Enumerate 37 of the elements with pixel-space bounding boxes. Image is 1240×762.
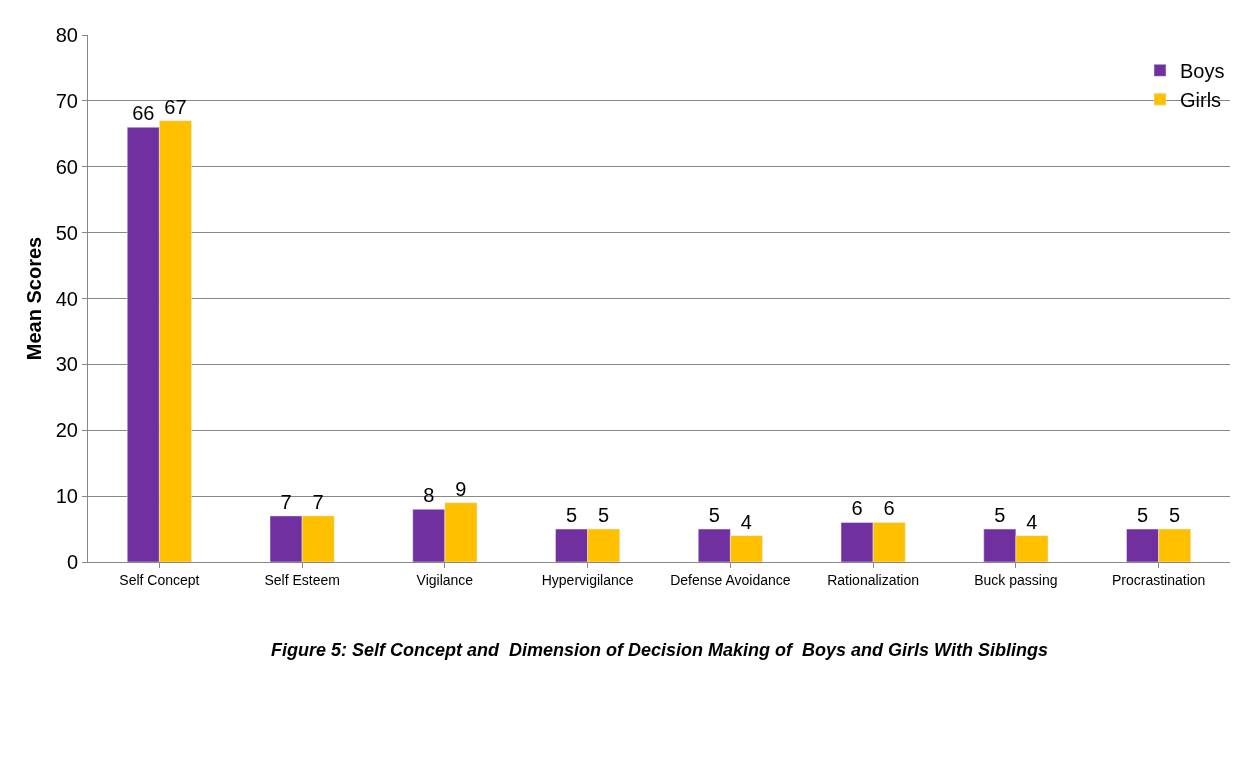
- y-tick-label: 60: [55, 155, 78, 178]
- data-label: 5: [994, 504, 1006, 527]
- x-tick-label: Rationalization: [827, 571, 920, 588]
- y-tick-label: 50: [55, 221, 78, 244]
- data-label: 7: [280, 490, 292, 513]
- y-tick-label: 20: [55, 419, 78, 442]
- data-label: 6: [851, 497, 863, 520]
- data-label: 5: [566, 504, 578, 527]
- legend-label: Girls: [1180, 89, 1222, 112]
- caption: Figure 5: Self Concept and Dimension of Decision Making of Boys and Girls With Siblings: [271, 640, 1048, 660]
- y-tick-label: 70: [55, 89, 78, 112]
- data-label: 4: [1026, 510, 1038, 533]
- y-tick-label: 40: [55, 287, 78, 310]
- data-label: 5: [1137, 504, 1149, 527]
- x-tick-label: Buck passing: [974, 571, 1058, 588]
- x-tick-label: Self Concept: [119, 571, 200, 588]
- data-label: 67: [164, 95, 187, 118]
- data-label: 66: [132, 102, 155, 125]
- y-tick-label: 10: [55, 485, 78, 508]
- data-label: 9: [455, 477, 467, 500]
- data-label: 7: [312, 490, 324, 513]
- data-label: 5: [708, 504, 720, 527]
- data-label: 6: [883, 497, 895, 520]
- data-label: 4: [740, 510, 752, 533]
- data-label: 5: [598, 504, 610, 527]
- legend-label: Boys: [1180, 60, 1225, 83]
- y-tick-label: 0: [66, 551, 78, 573]
- x-tick-label: Hypervigilance: [541, 571, 634, 588]
- x-tick-label: Procrastination: [1111, 571, 1206, 588]
- y-tick-label: 30: [55, 353, 78, 376]
- y-tick-label: 80: [55, 24, 78, 46]
- data-label: 8: [423, 484, 435, 507]
- x-tick-label: Defense Avoidance: [670, 571, 791, 588]
- x-tick-label: Self Esteem: [264, 571, 340, 588]
- x-tick-label: Vigilance: [416, 571, 474, 588]
- data-label: 5: [1169, 504, 1181, 527]
- y-axis-title: Mean Scores: [23, 236, 46, 361]
